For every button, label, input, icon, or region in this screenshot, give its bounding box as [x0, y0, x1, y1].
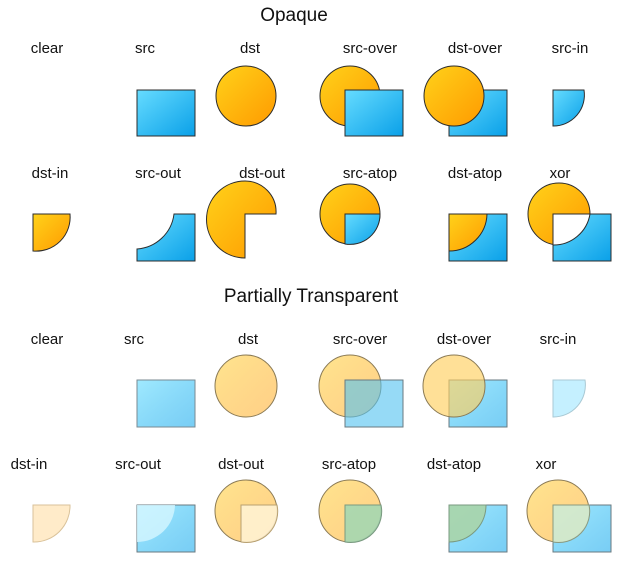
tile-xor — [527, 182, 612, 262]
tile-src-out-transparent — [136, 504, 196, 553]
mode-label: dst-out — [239, 165, 285, 182]
tile-dst-atop-transparent — [448, 504, 508, 553]
mode-label: src-out — [135, 165, 181, 182]
tile-dst-out-transparent — [214, 479, 279, 543]
tile-src-in-transparent — [552, 379, 586, 418]
mode-label: xor — [535, 456, 557, 473]
tile-src-over — [319, 65, 404, 137]
mode-label: dst-out — [218, 456, 264, 473]
mode-label: src-over — [332, 331, 388, 348]
mode-label: dst-atop — [426, 456, 482, 473]
tile-dst-in-transparent — [32, 504, 71, 543]
mode-label: src-atop — [342, 165, 398, 182]
tile-src-over-transparent — [318, 354, 404, 428]
mode-label: src — [124, 331, 144, 348]
mode-label: clear — [30, 40, 64, 57]
mode-label: src-in — [539, 331, 577, 348]
tile-src — [136, 89, 196, 137]
tile-src-atop — [319, 183, 381, 245]
mode-label: dst-in — [10, 456, 48, 473]
tile-dst-atop — [448, 213, 508, 262]
tile-xor-transparent — [526, 479, 612, 553]
tile-dst-over-transparent — [422, 354, 508, 428]
tile-dst-out — [206, 180, 277, 259]
tile-dst — [215, 65, 277, 127]
section-title-partially-transparent: Partially Transparent — [223, 286, 399, 307]
tile-src-atop-transparent — [318, 479, 383, 543]
tile-src-transparent — [136, 379, 196, 428]
mode-label: clear — [30, 331, 64, 348]
mode-label: xor — [549, 165, 571, 182]
mode-label: dst-atop — [447, 165, 503, 182]
mode-label: src-out — [115, 456, 161, 473]
tile-dst-over — [423, 65, 508, 137]
mode-label: dst-in — [31, 165, 69, 182]
tile-src-in — [552, 89, 585, 127]
mode-label: src-in — [551, 40, 589, 57]
tile-dst-in — [32, 213, 71, 252]
mode-label: src-over — [342, 40, 398, 57]
mode-label: dst — [237, 331, 259, 348]
section-title-opaque: Opaque — [260, 5, 328, 26]
mode-label: src-atop — [321, 456, 377, 473]
tile-dst-transparent — [214, 354, 278, 418]
tile-src-out — [136, 213, 196, 262]
mode-label: dst — [239, 40, 261, 57]
mode-label: dst-over — [447, 40, 503, 57]
mode-label: src — [135, 40, 155, 57]
mode-label: dst-over — [436, 331, 492, 348]
